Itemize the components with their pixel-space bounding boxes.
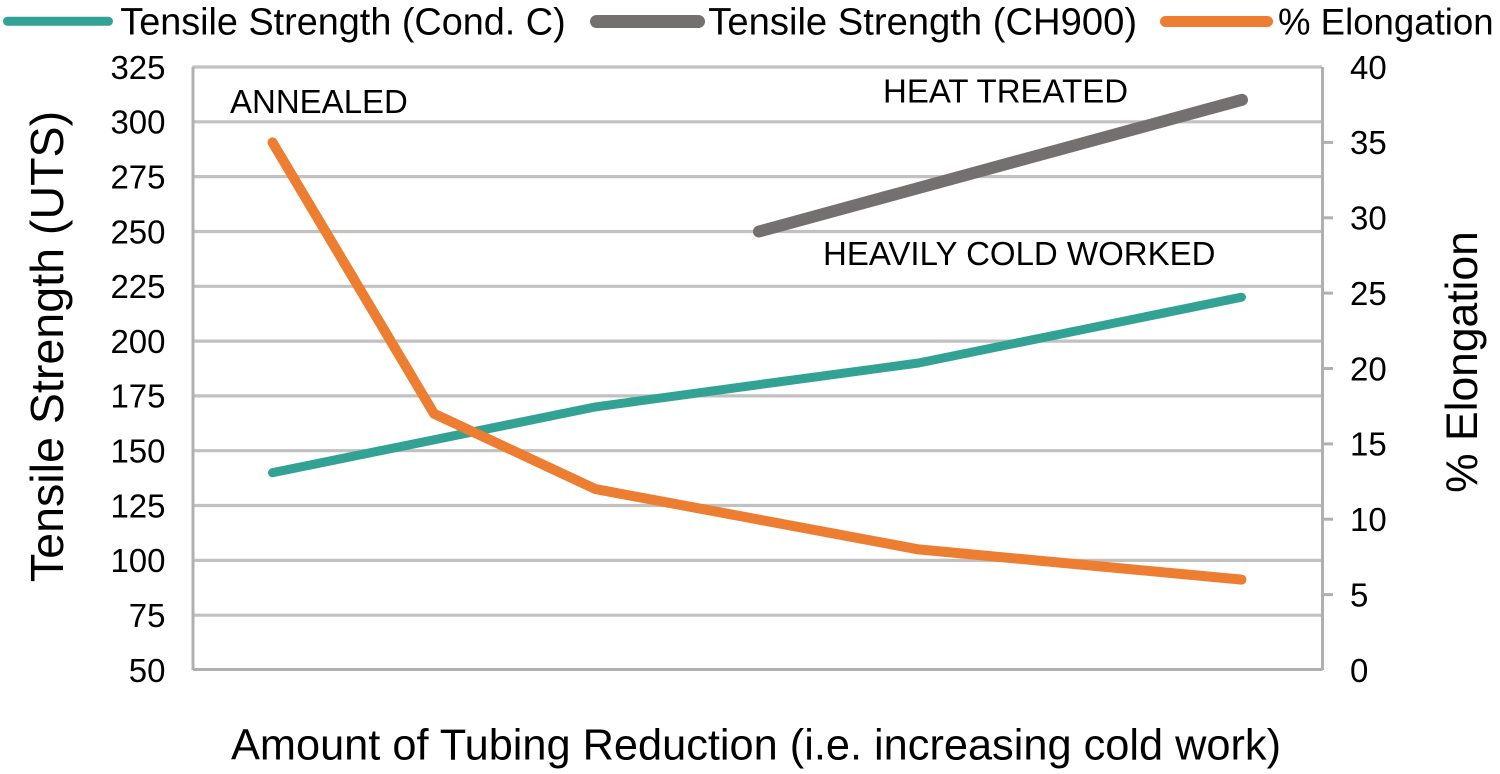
svg-text:150: 150	[110, 433, 165, 470]
svg-text:300: 300	[110, 104, 165, 141]
svg-text:Tensile Strength (UTS): Tensile Strength (UTS)	[21, 111, 73, 582]
svg-text:10: 10	[1350, 501, 1387, 538]
svg-text:25: 25	[1350, 275, 1387, 312]
svg-text:75: 75	[129, 597, 166, 634]
svg-text:Tensile Strength (CH900): Tensile Strength (CH900)	[708, 0, 1137, 43]
svg-text:50: 50	[129, 652, 166, 689]
svg-text:0: 0	[1350, 652, 1368, 689]
svg-text:325: 325	[110, 49, 165, 86]
svg-text:100: 100	[110, 542, 165, 579]
svg-text:35: 35	[1350, 124, 1387, 161]
svg-text:175: 175	[110, 378, 165, 415]
svg-text:HEAT TREATED: HEAT TREATED	[883, 73, 1128, 110]
svg-text:% Elongation: % Elongation	[1278, 1, 1494, 42]
svg-text:200: 200	[110, 323, 165, 360]
svg-text:225: 225	[110, 268, 165, 305]
svg-text:125: 125	[110, 487, 165, 524]
svg-text:5: 5	[1350, 576, 1368, 613]
svg-text:250: 250	[110, 213, 165, 250]
svg-text:15: 15	[1350, 426, 1387, 463]
svg-text:HEAVILY COLD WORKED: HEAVILY COLD WORKED	[823, 235, 1215, 272]
svg-text:20: 20	[1350, 350, 1387, 387]
svg-text:275: 275	[110, 158, 165, 195]
svg-text:Amount of Tubing Reduction (i.: Amount of Tubing Reduction (i.e. increas…	[231, 721, 1281, 769]
svg-text:40: 40	[1350, 49, 1387, 86]
svg-text:ANNEALED: ANNEALED	[230, 83, 408, 120]
svg-text:% Elongation: % Elongation	[1438, 231, 1487, 493]
svg-text:30: 30	[1350, 200, 1387, 237]
svg-text:Tensile Strength (Cond. C): Tensile Strength (Cond. C)	[120, 1, 565, 43]
